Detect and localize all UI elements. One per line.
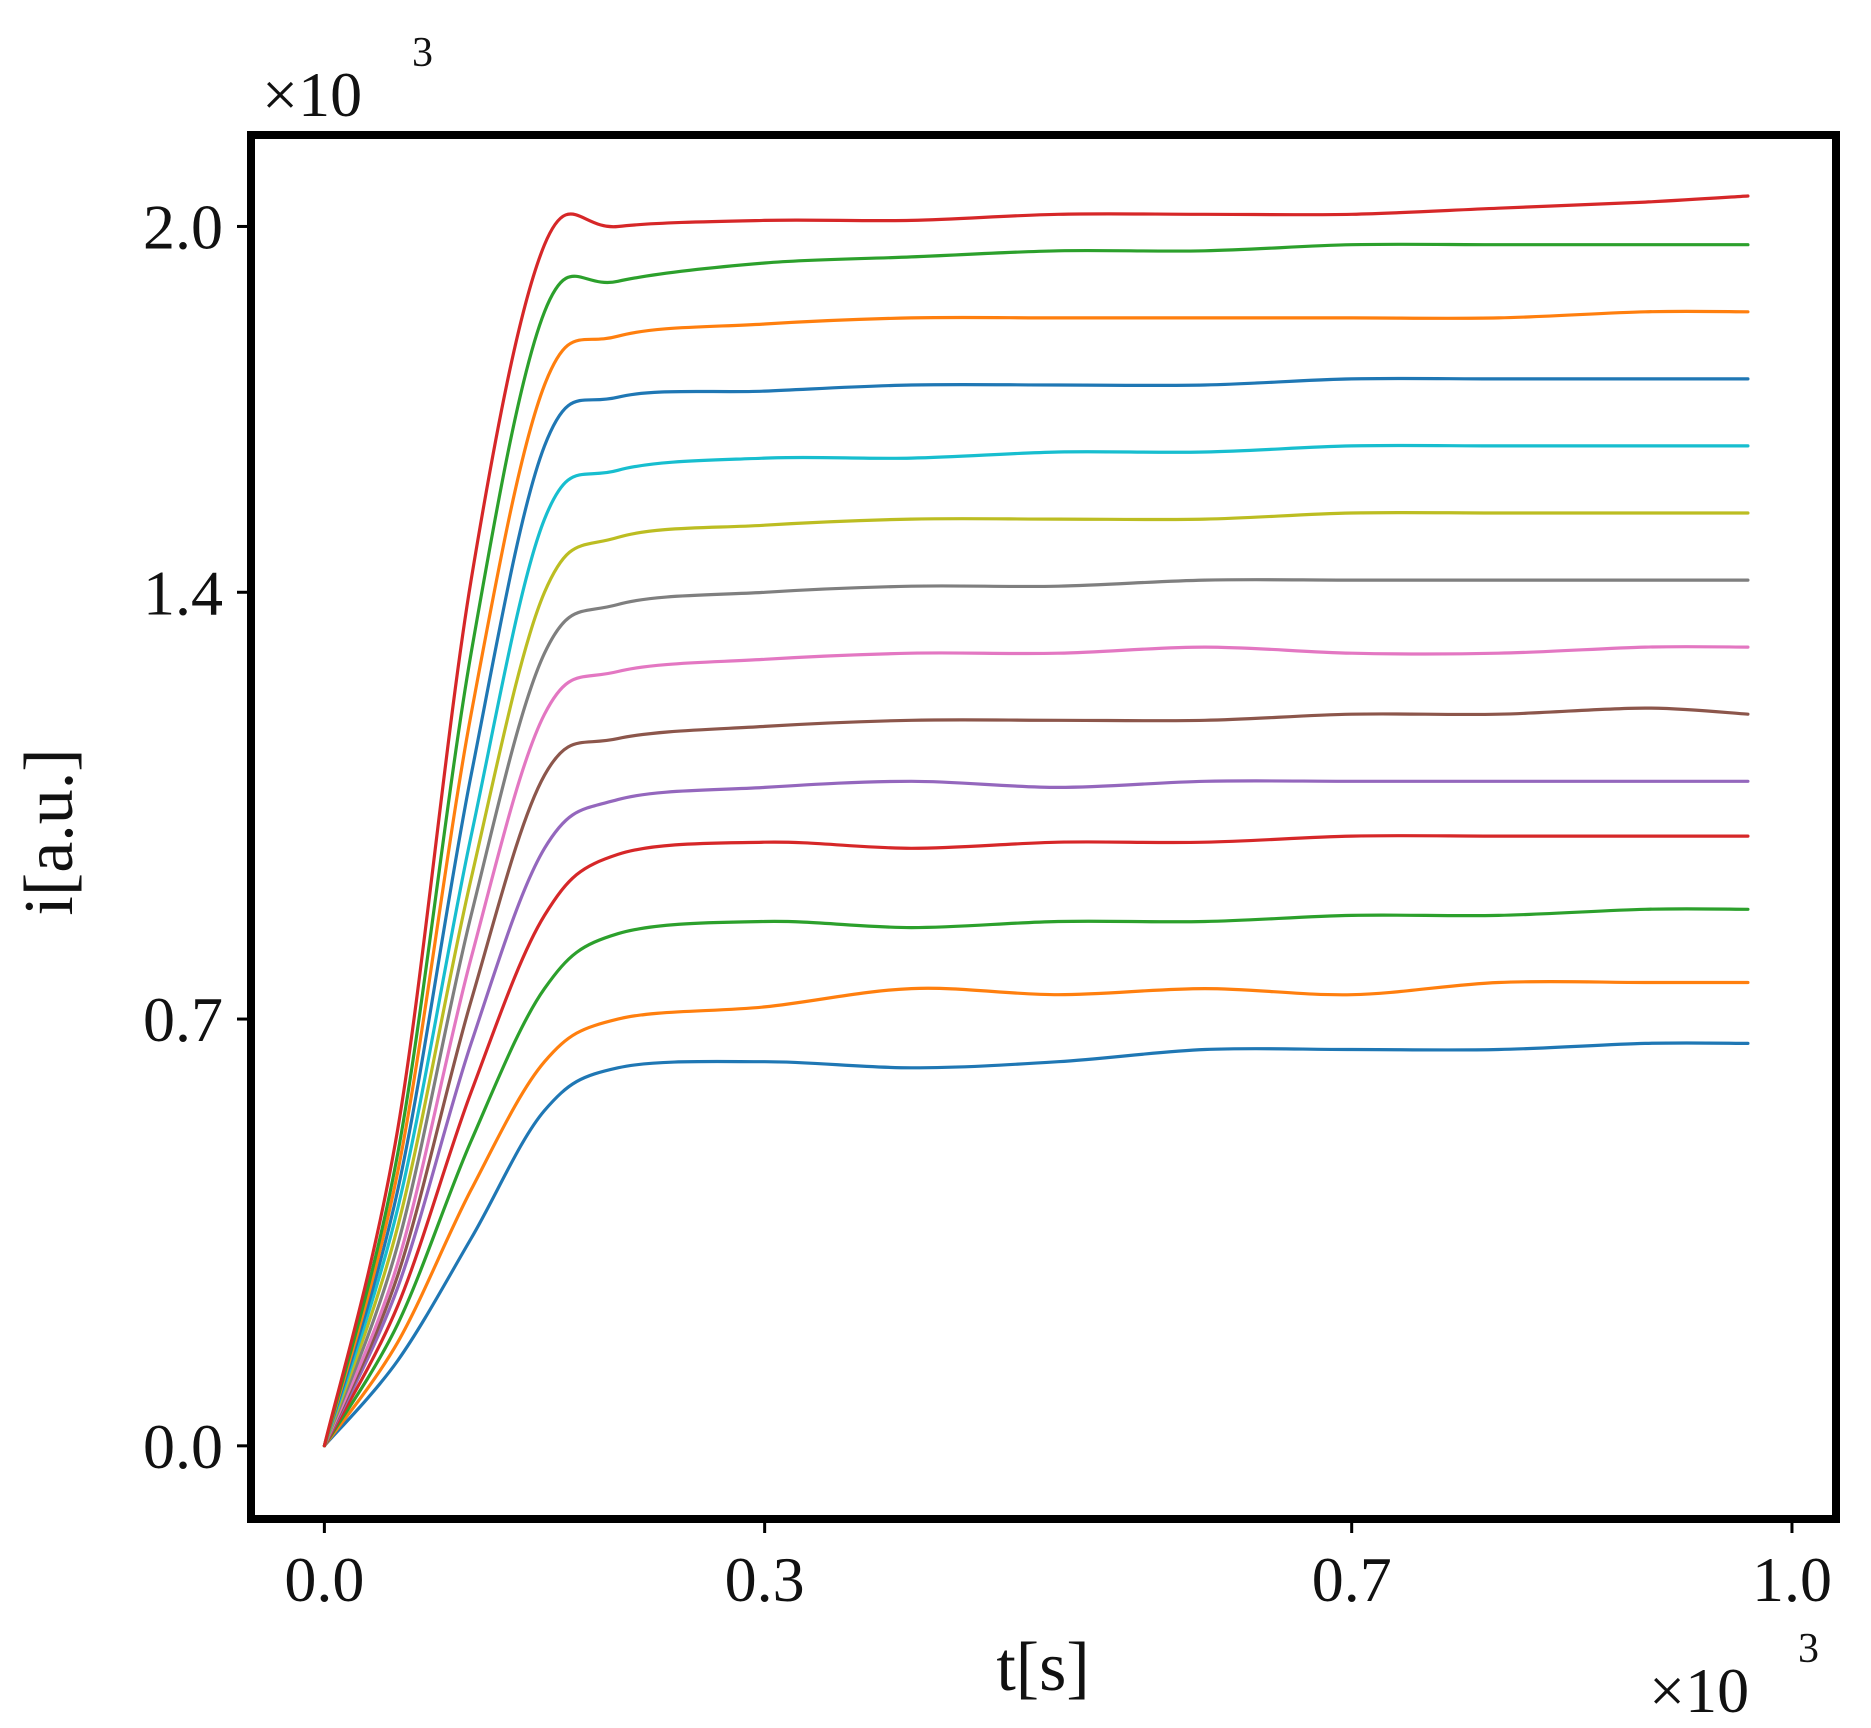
svg-text:3: 3 <box>412 30 433 76</box>
series-line-5 <box>322 779 1750 1448</box>
y-axis-label: i[a.u.] <box>11 748 88 915</box>
y-tick-label: 2.0 <box>143 191 223 262</box>
x-tick-label: 0.0 <box>284 1544 364 1615</box>
y-axis-multiplier: ×10 3 <box>262 30 433 130</box>
series-line-9 <box>322 510 1750 1448</box>
series-line-14 <box>322 194 1750 1448</box>
svg-text:×10: ×10 <box>262 59 362 130</box>
series-line-3 <box>322 907 1750 1448</box>
series-line-10 <box>322 443 1750 1448</box>
series-line-1 <box>322 1041 1750 1448</box>
y-tick-label: 1.4 <box>143 557 223 628</box>
x-tick-label: 0.3 <box>725 1544 805 1615</box>
series-line-12 <box>322 309 1750 1448</box>
x-axis-multiplier: ×10 3 <box>1649 1626 1819 1726</box>
x-axis-label: t[s] <box>996 1629 1089 1706</box>
plot-frame <box>247 131 1840 1523</box>
y-tick-label: 0.7 <box>143 984 223 1055</box>
series-line-4 <box>322 834 1750 1448</box>
series-line-6 <box>322 706 1750 1448</box>
y-axis-ticks: 0.0 0.7 1.4 2.0 <box>143 191 251 1482</box>
series-line-8 <box>322 578 1750 1448</box>
y-tick-label: 0.0 <box>143 1411 223 1482</box>
svg-text:3: 3 <box>1798 1626 1819 1672</box>
plot-lines <box>322 194 1750 1448</box>
x-tick-label: 1.0 <box>1752 1544 1832 1615</box>
series-line-11 <box>322 376 1750 1448</box>
x-axis-ticks: 0.0 0.3 0.7 1.0 <box>284 1519 1832 1615</box>
series-line-2 <box>322 979 1750 1448</box>
series-line-13 <box>322 242 1750 1448</box>
series-line-7 <box>322 645 1750 1448</box>
x-tick-label: 0.7 <box>1312 1544 1392 1615</box>
svg-text:×10: ×10 <box>1649 1655 1749 1726</box>
